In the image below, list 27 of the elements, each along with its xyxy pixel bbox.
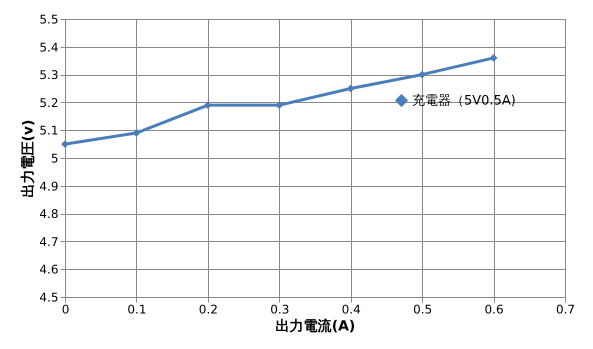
- point: [490, 54, 498, 62]
- point: [346, 84, 355, 92]
- y-tick-label: 5.1: [39, 124, 58, 138]
- y-tick-label: 5: [50, 152, 58, 166]
- x-tick-label: 0.1: [127, 302, 146, 316]
- x-tick-label: 0.7: [556, 302, 576, 316]
- point: [418, 70, 426, 78]
- y-tick-label: 5.3: [39, 68, 58, 82]
- legend-label: 充電器（5V0.5A): [412, 94, 516, 108]
- x-tick-label: 0.4: [342, 302, 361, 316]
- y-tick-label: 5.2: [39, 96, 58, 110]
- x-tick-label: 0.2: [198, 302, 218, 316]
- y-tick-label: 4.8: [39, 207, 58, 222]
- x-tick-label: 0.3: [270, 302, 290, 316]
- y-tick-label: 4.6: [39, 262, 58, 277]
- x-tick-label: 0: [62, 302, 70, 316]
- x-axis-title: 出力電流(A): [276, 318, 356, 334]
- x-tick-label: 0.6: [484, 302, 504, 316]
- point: [132, 129, 140, 137]
- y-tick-label: 5.4: [39, 40, 58, 54]
- x-tick-label: 0.5: [413, 302, 432, 316]
- y-tick-label: 4.5: [39, 290, 58, 304]
- y-axis-title: 出力電圧(v): [20, 120, 36, 198]
- y-tick-label: 4.7: [39, 234, 58, 249]
- y-tick-label: 5.5: [39, 12, 58, 26]
- point: [61, 140, 69, 148]
- y-tick-label: 4.9: [39, 179, 58, 194]
